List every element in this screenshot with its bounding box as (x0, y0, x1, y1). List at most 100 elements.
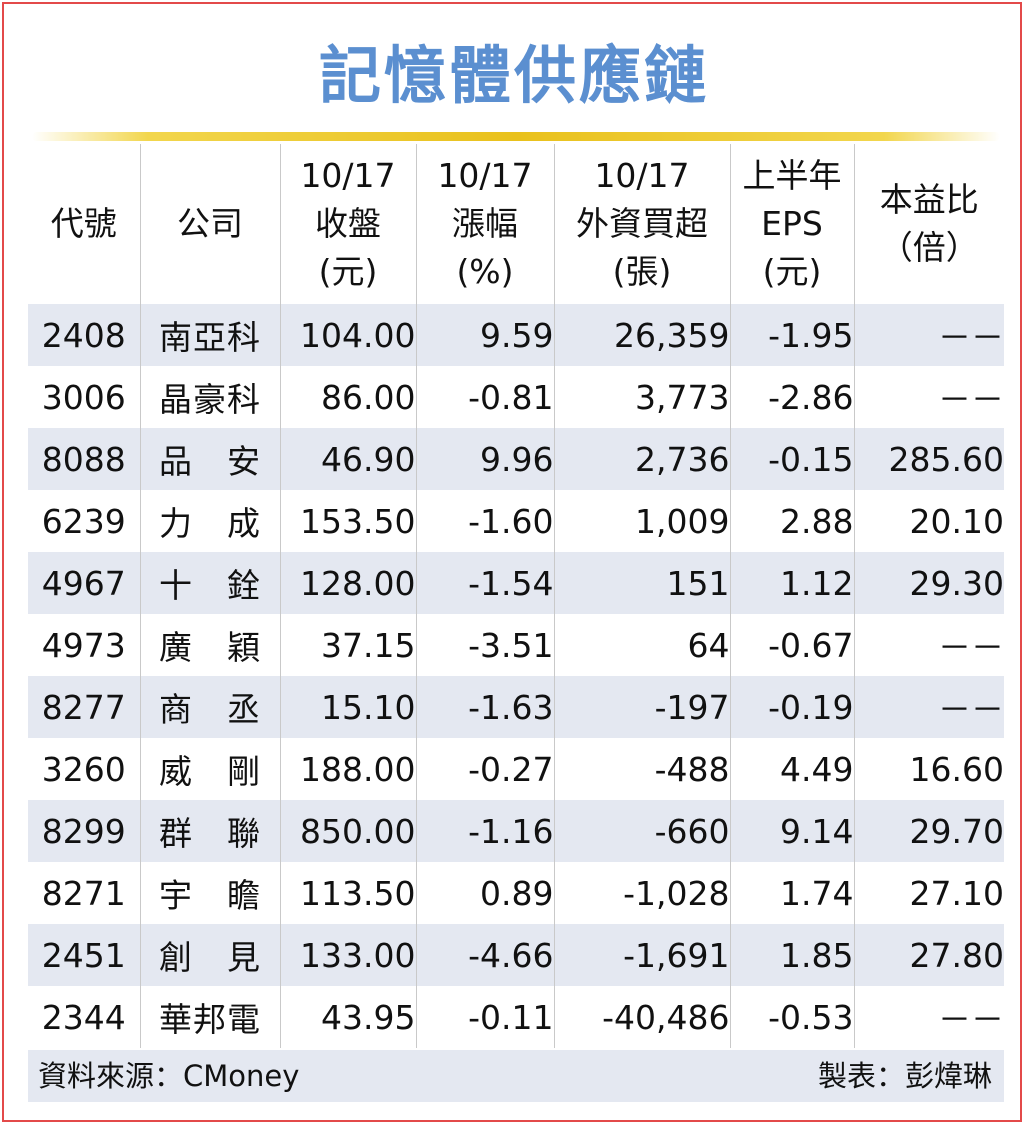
company-name-cell: 威 剛 (139, 738, 280, 800)
change-percent-cell: -1.16 (415, 800, 554, 862)
table-row: 2344 華邦電 43.95 -0.11 -40,486 -0.53 －－ (28, 986, 1004, 1048)
pe-ratio-cell: －－ (853, 986, 1004, 1048)
close-price-cell: 188.00 (279, 738, 416, 800)
foreign-net-buy-cell: -40,486 (553, 986, 730, 1048)
table-row: 2451 創 見 133.00 -4.66 -1,691 1.85 27.80 (28, 924, 1004, 986)
close-price-cell: 37.15 (279, 614, 416, 676)
company-name-cell: 華邦電 (139, 986, 280, 1048)
change-percent-cell: -4.66 (415, 924, 554, 986)
stock-code-cell: 8088 (28, 428, 140, 490)
column-header: 公司 (139, 144, 280, 304)
h1-eps-cell: -0.15 (729, 428, 854, 490)
change-percent-cell: -1.54 (415, 552, 554, 614)
column-header-line: 10/17 (300, 156, 396, 195)
column-header-line: 10/17 (437, 156, 533, 195)
change-percent-cell: -1.63 (415, 676, 554, 738)
column-header-line: (張) (612, 252, 672, 291)
close-price-cell: 15.10 (279, 676, 416, 738)
pe-ratio-cell: 29.30 (853, 552, 1004, 614)
company-name-cell: 廣 穎 (139, 614, 280, 676)
table-container: 代號 公司 10/17 收盤 (元) 10/17 漲幅 (%) 10/17 外資買超 (張) 上半年 E… (28, 144, 1004, 1048)
column-header-line: 本益比 (879, 180, 979, 219)
change-percent-cell: -0.11 (415, 986, 554, 1048)
stock-code-cell: 8299 (28, 800, 140, 862)
h1-eps-cell: -0.19 (729, 676, 854, 738)
change-percent-cell: 0.89 (415, 862, 554, 924)
foreign-net-buy-cell: -1,691 (553, 924, 730, 986)
change-percent-cell: 9.59 (415, 304, 554, 366)
column-header-line: 外資買超 (576, 204, 708, 243)
pe-ratio-cell: 27.80 (853, 924, 1004, 986)
table-header-row: 代號 公司 10/17 收盤 (元) 10/17 漲幅 (%) 10/17 外資買超 (張) 上半年 E… (28, 144, 1004, 304)
column-header-line: （倍） (879, 228, 979, 267)
company-name-cell: 商 丞 (139, 676, 280, 738)
column-header-line: 代號 (50, 204, 117, 243)
h1-eps-cell: 1.12 (729, 552, 854, 614)
foreign-net-buy-cell: 3,773 (553, 366, 730, 428)
column-header-line: 10/17 (594, 156, 690, 195)
table-row: 8277 商 丞 15.10 -1.63 -197 -0.19 －－ (28, 676, 1004, 738)
table-row: 4973 廣 穎 37.15 -3.51 64 -0.67 －－ (28, 614, 1004, 676)
stock-code-cell: 8271 (28, 862, 140, 924)
pe-ratio-cell: －－ (853, 366, 1004, 428)
foreign-net-buy-cell: 26,359 (553, 304, 730, 366)
close-price-cell: 86.00 (279, 366, 416, 428)
stock-code-cell: 2451 (28, 924, 140, 986)
table-row: 4967 十 銓 128.00 -1.54 151 1.12 29.30 (28, 552, 1004, 614)
column-header-line: (元) (762, 252, 822, 291)
column-header: 上半年 EPS (元) (729, 144, 854, 304)
table-body: 2408 南亞科 104.00 9.59 26,359 -1.95 －－ 3006 晶豪科 86.… (28, 304, 1004, 1048)
stock-code-cell: 4967 (28, 552, 140, 614)
stock-code-cell: 4973 (28, 614, 140, 676)
column-header: 本益比 （倍） (853, 144, 1004, 304)
stock-code-cell: 8277 (28, 676, 140, 738)
column-header-line: (%) (456, 252, 514, 291)
page-title: 記憶體供應鏈 (318, 39, 709, 112)
column-header-line: 公司 (177, 204, 243, 243)
h1-eps-cell: 2.88 (729, 490, 854, 552)
stock-code-cell: 3006 (28, 366, 140, 428)
foreign-net-buy-cell: 151 (553, 552, 730, 614)
title-underline (32, 132, 1000, 141)
pe-ratio-cell: 285.60 (853, 428, 1004, 490)
column-header: 10/17 外資買超 (張) (553, 144, 730, 304)
table-row: 2408 南亞科 104.00 9.59 26,359 -1.95 －－ (28, 304, 1004, 366)
table-row: 3260 威 剛 188.00 -0.27 -488 4.49 16.60 (28, 738, 1004, 800)
h1-eps-cell: 4.49 (729, 738, 854, 800)
stock-code-cell: 3260 (28, 738, 140, 800)
stock-code-cell: 6239 (28, 490, 140, 552)
stock-code-cell: 2344 (28, 986, 140, 1048)
column-header-line: 收盤 (315, 204, 381, 243)
table-footer: 資料來源：CMoney 製表：彭煒琳 (28, 1050, 1004, 1102)
column-header: 代號 (28, 144, 140, 304)
close-price-cell: 104.00 (279, 304, 416, 366)
h1-eps-cell: -1.95 (729, 304, 854, 366)
close-price-cell: 128.00 (279, 552, 416, 614)
change-percent-cell: -0.27 (415, 738, 554, 800)
company-name-cell: 創 見 (139, 924, 280, 986)
close-price-cell: 43.95 (279, 986, 416, 1048)
h1-eps-cell: 9.14 (729, 800, 854, 862)
pe-ratio-cell: 27.10 (853, 862, 1004, 924)
column-header-line: 漲幅 (452, 204, 518, 243)
foreign-net-buy-cell: -1,028 (553, 862, 730, 924)
stock-code-cell: 2408 (28, 304, 140, 366)
pe-ratio-cell: －－ (853, 304, 1004, 366)
pe-ratio-cell: 20.10 (853, 490, 1004, 552)
foreign-net-buy-cell: 2,736 (553, 428, 730, 490)
change-percent-cell: -1.60 (415, 490, 554, 552)
close-price-cell: 133.00 (279, 924, 416, 986)
close-price-cell: 113.50 (279, 862, 416, 924)
table-row: 8299 群 聯 850.00 -1.16 -660 9.14 29.70 (28, 800, 1004, 862)
pe-ratio-cell: 29.70 (853, 800, 1004, 862)
h1-eps-cell: 1.74 (729, 862, 854, 924)
pe-ratio-cell: 16.60 (853, 738, 1004, 800)
change-percent-cell: -3.51 (415, 614, 554, 676)
change-percent-cell: -0.81 (415, 366, 554, 428)
h1-eps-cell: -0.53 (729, 986, 854, 1048)
close-price-cell: 153.50 (279, 490, 416, 552)
pe-ratio-cell: －－ (853, 614, 1004, 676)
foreign-net-buy-cell: 1,009 (553, 490, 730, 552)
column-header: 10/17 漲幅 (%) (415, 144, 554, 304)
foreign-net-buy-cell: -488 (553, 738, 730, 800)
